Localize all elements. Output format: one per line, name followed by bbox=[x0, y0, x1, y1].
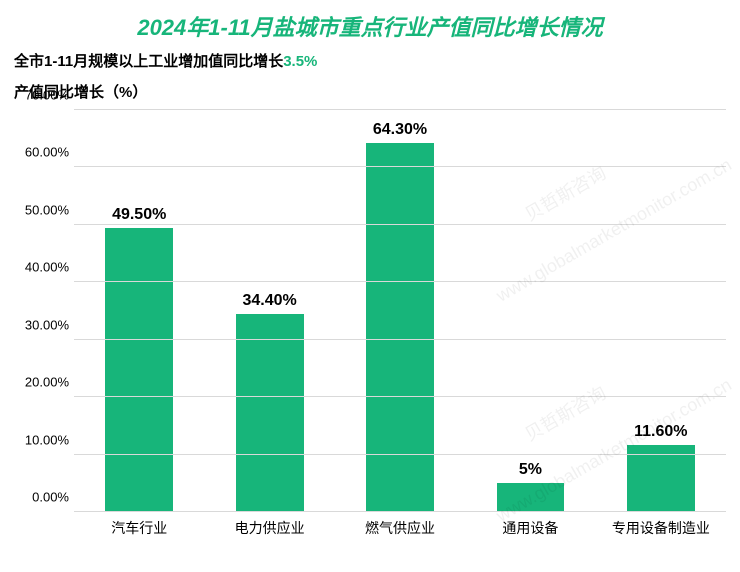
grid-line bbox=[74, 166, 726, 167]
bar-slot: 64.30% bbox=[335, 110, 465, 512]
subtitle-prefix: 全市1-11月规模以上工业增加值同比增长 bbox=[14, 53, 283, 70]
bar-slot: 34.40% bbox=[204, 110, 334, 512]
chart-area: 49.50% 34.40% 64.30% 5% 11.60% 0.00% 10.00% 20… bbox=[14, 110, 726, 542]
x-tick-label: 燃气供应业 bbox=[335, 512, 465, 542]
y-tick-label: 10.00% bbox=[14, 432, 69, 447]
y-tick-label: 50.00% bbox=[14, 202, 69, 217]
x-axis: 汽车行业电力供应业燃气供应业通用设备专用设备制造业 bbox=[74, 512, 726, 542]
bar-value-label: 11.60% bbox=[634, 423, 687, 441]
y-axis-title: 产值同比增长（%） bbox=[0, 71, 740, 102]
grid-line bbox=[74, 281, 726, 282]
bar-rect bbox=[497, 483, 565, 512]
y-tick-label: 30.00% bbox=[14, 317, 69, 332]
plot-region: 49.50%34.40%64.30%5%11.60% 0.00%10.00%20… bbox=[74, 110, 726, 512]
bar-slot: 5% bbox=[465, 110, 595, 512]
subtitle-value: 3.5% bbox=[283, 53, 317, 70]
bar-slot: 11.60% bbox=[596, 110, 726, 512]
grid-line bbox=[74, 396, 726, 397]
x-tick-label: 汽车行业 bbox=[74, 512, 204, 542]
bar-value-label: 64.30% bbox=[373, 121, 427, 139]
x-tick-label: 专用设备制造业 bbox=[596, 512, 726, 542]
x-tick-label: 通用设备 bbox=[465, 512, 595, 542]
x-tick-label: 电力供应业 bbox=[204, 512, 334, 542]
bar-value-label: 5% bbox=[519, 461, 542, 479]
subtitle: 全市1-11月规模以上工业增加值同比增长3.5% bbox=[0, 42, 740, 71]
grid-line bbox=[74, 339, 726, 340]
bar-value-label: 34.40% bbox=[242, 292, 296, 310]
bar-value-label: 49.50% bbox=[112, 206, 166, 224]
bar-rect bbox=[105, 228, 173, 512]
chart-title: 2024年1-11月盐城市重点行业产值同比增长情况 bbox=[0, 0, 740, 42]
bar-rect bbox=[236, 314, 304, 512]
grid-line bbox=[74, 109, 726, 110]
grid-line bbox=[74, 454, 726, 455]
grid-line bbox=[74, 224, 726, 225]
bar-rect bbox=[366, 143, 434, 512]
y-tick-label: 40.00% bbox=[14, 260, 69, 275]
bar-rect bbox=[627, 445, 695, 512]
y-tick-label: 70.00% bbox=[14, 88, 69, 103]
bar-slot: 49.50% bbox=[74, 110, 204, 512]
y-tick-label: 20.00% bbox=[14, 375, 69, 390]
bars-container: 49.50% 34.40% 64.30% 5% 11.60% bbox=[74, 110, 726, 512]
y-tick-label: 0.00% bbox=[14, 490, 69, 505]
y-tick-label: 60.00% bbox=[14, 145, 69, 160]
